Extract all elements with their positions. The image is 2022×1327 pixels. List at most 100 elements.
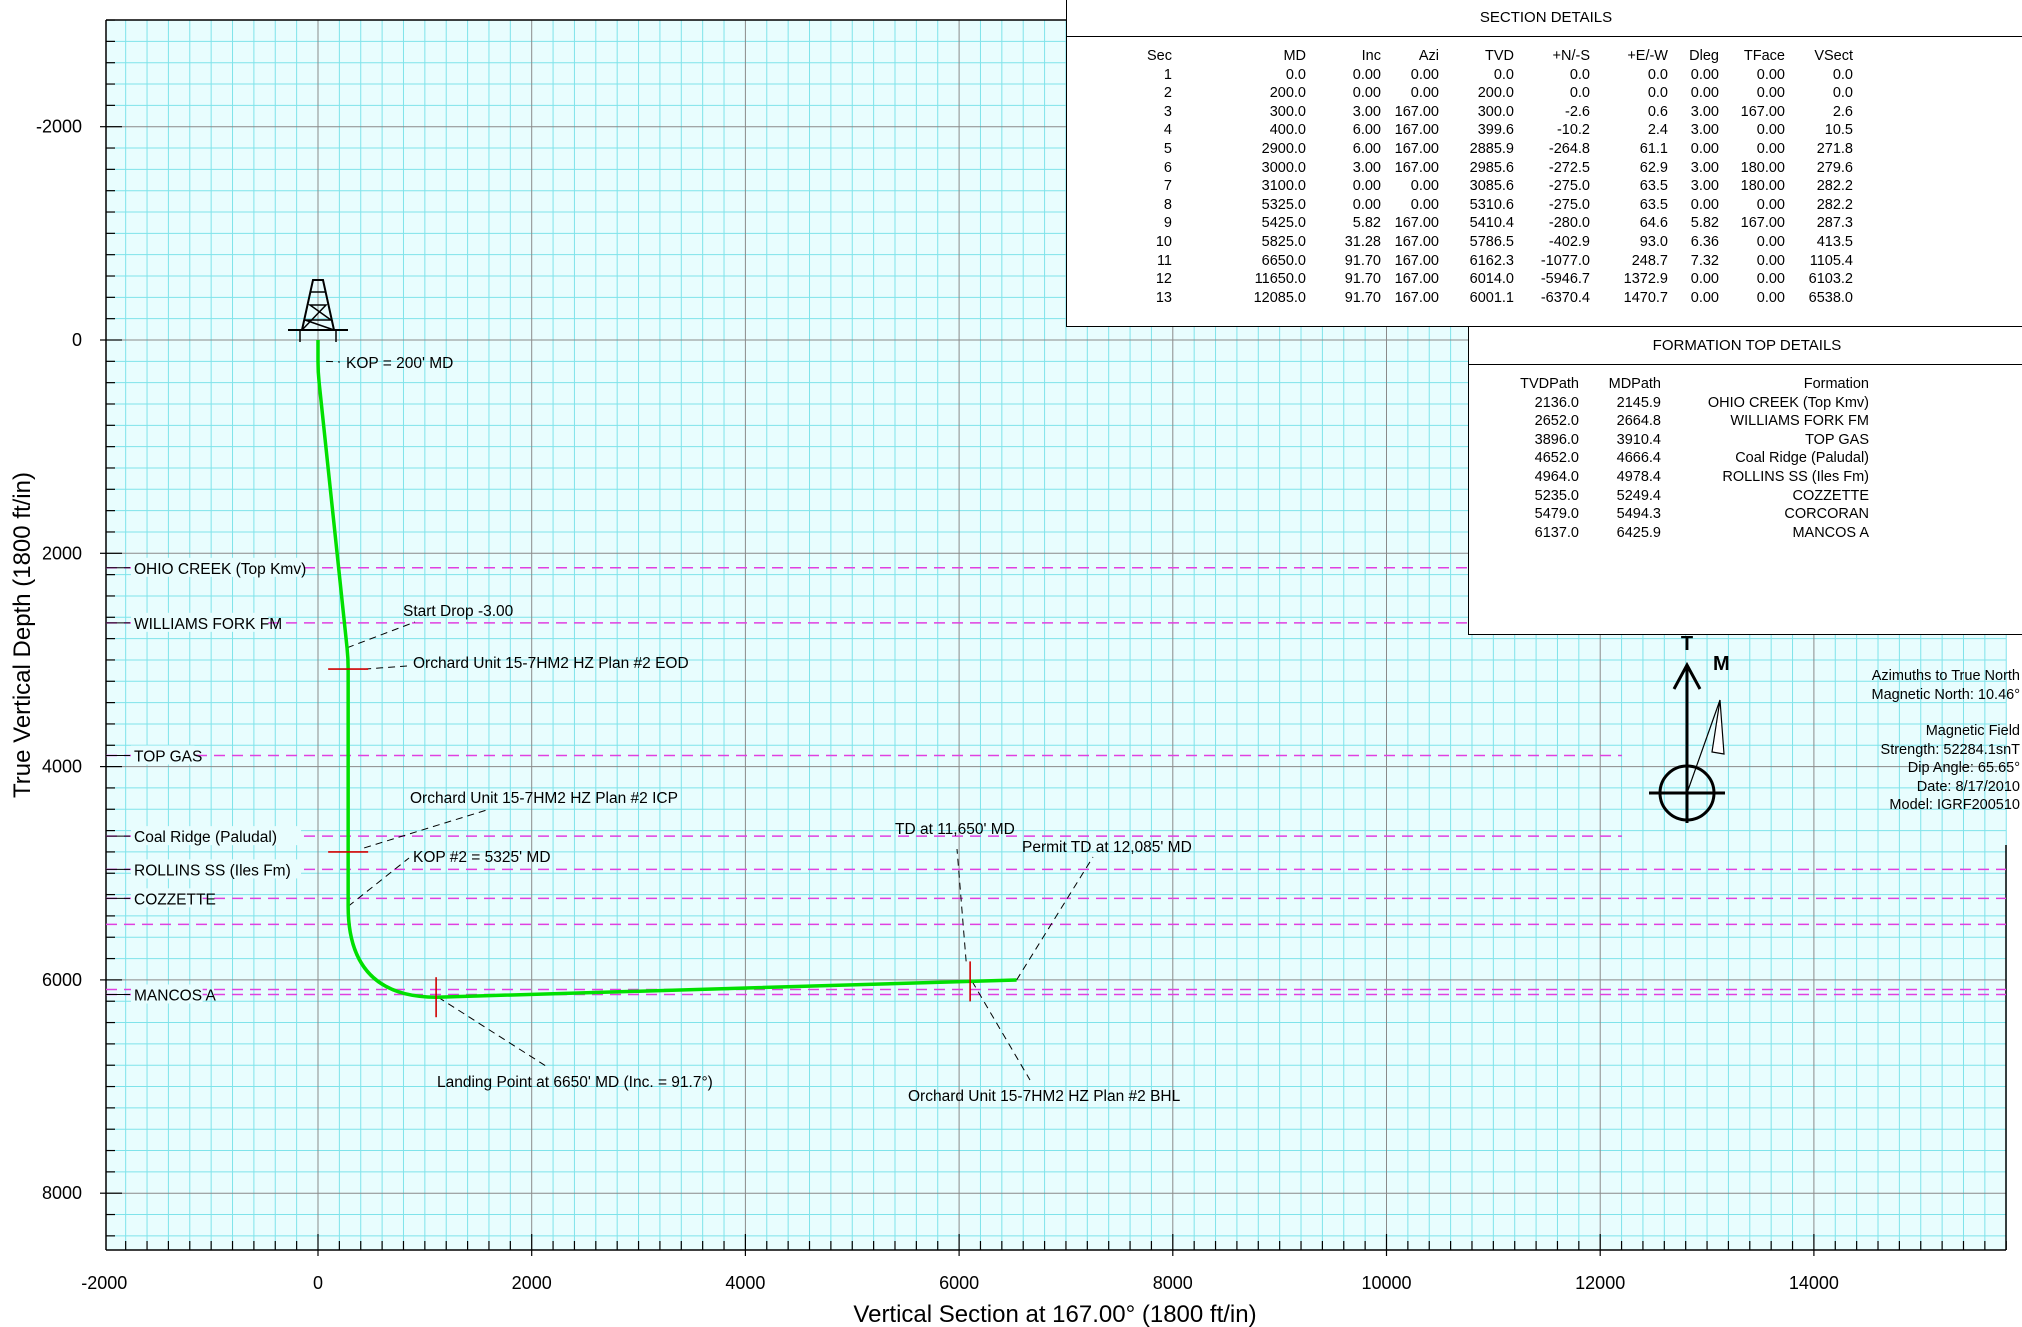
section-table-cell: 0.0 [1285, 66, 1306, 83]
section-table-cell: -275.0 [1548, 196, 1590, 213]
section-column-header: TVD [1485, 48, 1514, 64]
section-table-cell: 0.00 [1690, 85, 1719, 102]
well-path-layer [316, 340, 1017, 999]
section-table-cell: 8 [1163, 196, 1172, 213]
section-table-cell: 5.82 [1690, 215, 1719, 232]
section-table-cell: 0.00 [1756, 66, 1785, 83]
section-table-row: 9 5425.0 5.82 167.00 5410.4 -280.0 64.6 5.82 167… [1127, 214, 1853, 233]
annotation-label: Orchard Unit 15-7HM2 HZ Plan #2 EOD [413, 655, 689, 672]
section-column-header: TFace [1743, 48, 1785, 64]
section-table-cell: 0.00 [1756, 252, 1785, 269]
section-table-cell: -280.0 [1548, 215, 1590, 232]
formation-table-cell: 5494.3 [1616, 506, 1661, 523]
section-table-cell: 248.7 [1631, 252, 1668, 269]
formation-lines [106, 567, 2006, 996]
section-table-cell: 1470.7 [1623, 289, 1668, 306]
formation-label: Coal Ridge (Paludal) [134, 829, 277, 846]
section-table-cell: 61.1 [1639, 140, 1668, 157]
annotation-leaders [325, 360, 1094, 1081]
section-table-cell: 180.00 [1740, 178, 1785, 195]
section-table-cell: 0.00 [1756, 140, 1785, 157]
annotation-leader [1016, 856, 1094, 981]
target-markers [328, 668, 971, 1018]
section-table-cell: 167.00 [1394, 103, 1439, 120]
formation-column-header: MDPath [1608, 376, 1661, 392]
formation-table-row: 2136.0 2145.9 OHIO CREEK (Top Kmv) [1509, 394, 1869, 413]
annotation-label: Permit TD at 12,085' MD [1022, 839, 1192, 856]
formation-table-cell: 2652.0 [1534, 413, 1579, 430]
section-column-header: Sec [1147, 48, 1172, 64]
section-table-cell: 3100.0 [1261, 178, 1306, 195]
section-details-panel: SECTION DETAILS Sec MD Inc Azi TVD +N/-S +E/-W… [1066, 0, 2022, 327]
magnetic-north-arrowhead [1711, 699, 1725, 755]
section-table-cell: 12 [1155, 271, 1172, 288]
annotation-label: Orchard Unit 15-7HM2 HZ Plan #2 BHL [908, 1088, 1181, 1105]
formation-table-row: 5235.0 5249.4 COZZETTE [1509, 487, 1869, 506]
formation-table-cell: 4652.0 [1534, 450, 1579, 467]
section-table-cell: 0.0 [1569, 85, 1590, 102]
section-table-row: 11 6650.0 91.70 167.00 6162.3 -1077.0 248.7 7.3… [1127, 252, 1853, 271]
section-table-cell: 300.0 [1477, 103, 1514, 120]
rig-tower [301, 279, 335, 331]
section-table-cell: 3000.0 [1261, 159, 1306, 176]
section-table-cell: 167.00 [1394, 140, 1439, 157]
section-table-cell: 180.00 [1740, 159, 1785, 176]
formation-table-cell: MANCOS A [1792, 524, 1869, 541]
formation-table-row: 3896.0 3910.4 TOP GAS [1509, 431, 1869, 450]
section-table-cell: 10.5 [1824, 122, 1853, 139]
section-table-cell: -2.6 [1565, 103, 1590, 120]
annotation-label: KOP #2 = 5325' MD [413, 849, 551, 866]
section-table-cell: 64.6 [1639, 215, 1668, 232]
section-table-cell: 0.00 [1690, 196, 1719, 213]
y-tick-label: 2000 [42, 543, 82, 563]
section-table-cell: 3085.6 [1469, 178, 1514, 195]
section-table-cell: 0.00 [1756, 271, 1785, 288]
section-table-cell: 6001.1 [1469, 289, 1514, 306]
y-tick-label: 8000 [42, 1183, 82, 1203]
magnetic-field-note-line: Date: 8/17/2010 [1916, 778, 2020, 795]
section-table-cell: 3.00 [1352, 103, 1381, 120]
formation-table-cell: 4666.4 [1616, 450, 1661, 467]
annotation-label: TD at 11,650' MD [895, 821, 1015, 838]
section-table-cell: 1372.9 [1623, 271, 1668, 288]
formation-table-cell: 2664.8 [1616, 413, 1661, 430]
section-table-cell: 0.00 [1756, 233, 1785, 250]
section-table-cell: 5786.5 [1469, 233, 1514, 250]
section-table-cell: 6538.0 [1808, 289, 1853, 306]
annotation-labels: OHIO CREEK (Top Kmv) WILLIAMS FORK FM TOP … [106, 355, 1192, 1105]
section-table-row: 8 5325.0 0.00 0.00 5310.6 -275.0 63.5 0.00 0.00 2… [1127, 196, 1853, 215]
magnetic-field-note-line: Model: IGRF200510 [1889, 797, 2020, 814]
azimuth-note-line: Azimuths to True North [1871, 668, 2020, 684]
magnetic-field-notes: Magnetic Field Strength: 52284.1snT Dip An… [1881, 722, 2020, 815]
section-table-cell: 31.28 [1344, 233, 1381, 250]
section-table-cell: 2885.9 [1469, 140, 1514, 157]
section-table-row: 4 400.0 6.00 167.00 399.6 -10.2 2.4 3.00 0.00 10.… [1127, 121, 1853, 140]
section-table-row: 6 3000.0 3.00 167.00 2985.6 -272.5 62.9 3.00 180… [1127, 159, 1853, 178]
section-table-cell: 5.82 [1352, 215, 1381, 232]
section-table-cell: 0.00 [1410, 85, 1439, 102]
y-axis-label: True Vertical Depth (1800 ft/in) [9, 472, 36, 798]
formation-table-cell: 4978.4 [1616, 468, 1661, 485]
section-table-cell: 6014.0 [1469, 271, 1514, 288]
section-table-cell: 167.00 [1394, 159, 1439, 176]
formation-table-cell: 3910.4 [1616, 431, 1661, 448]
section-table-cell: 300.0 [1269, 103, 1306, 120]
y-tick-label: 0 [72, 330, 82, 350]
formation-table-row: 6137.0 6425.9 MANCOS A [1509, 524, 1869, 543]
formation-table-cell: 6425.9 [1616, 524, 1661, 541]
formation-label: TOP GAS [134, 749, 202, 766]
formation-label: OHIO CREEK (Top Kmv) [134, 561, 306, 578]
formation-label: COZZETTE [134, 891, 216, 908]
well-path-line [316, 340, 1017, 999]
section-table-cell: 167.00 [1740, 215, 1785, 232]
x-tick-label: 10000 [1361, 1273, 1411, 1293]
section-table-cell: 6.36 [1690, 233, 1719, 250]
plot-frame [105, 19, 2007, 1251]
section-table-cell: 0.00 [1352, 178, 1381, 195]
section-table-row: 7 3100.0 0.00 0.00 3085.6 -275.0 63.5 3.00 180.0… [1127, 177, 1853, 196]
section-table-cell: 287.3 [1816, 215, 1853, 232]
section-column-header: VSect [1814, 48, 1853, 64]
section-table-cell: 0.00 [1690, 271, 1719, 288]
true-north-arrowhead [1672, 661, 1702, 690]
section-table-cell: 5325.0 [1261, 196, 1306, 213]
